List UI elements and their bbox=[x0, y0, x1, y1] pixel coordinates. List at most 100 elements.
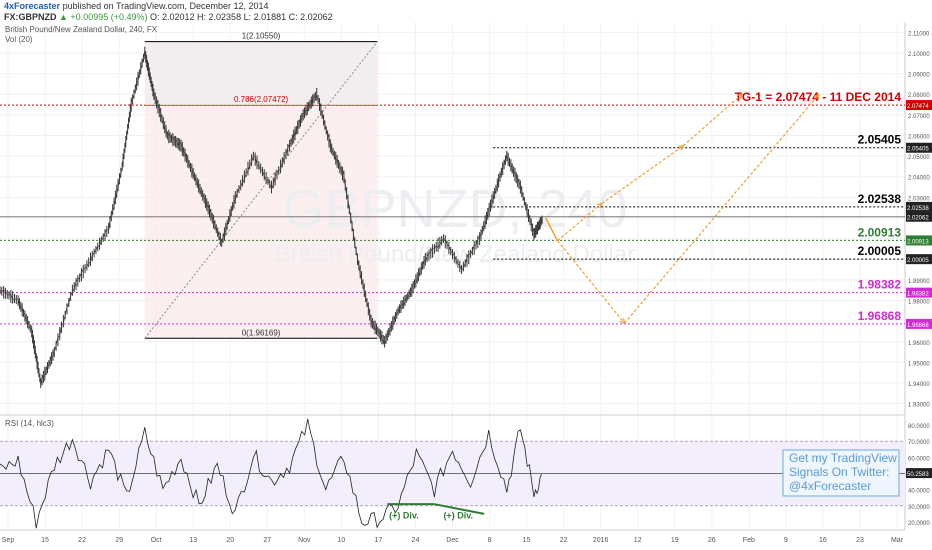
y-tick-label: 1.98000 bbox=[908, 300, 930, 306]
rsi-pane: (+) Div. (+) Div. bbox=[0, 418, 905, 529]
price-change: ▲ +0.00995 (+0.49%) bbox=[59, 12, 148, 22]
watermark-name: British Pound/New Zealand Dollar bbox=[275, 241, 635, 268]
price-chart[interactable]: GBPNZD, 240 British Pound/New Zealand Do… bbox=[0, 22, 932, 550]
fib-upper-zone bbox=[144, 41, 378, 106]
divergence-label-2: (+) Div. bbox=[443, 511, 473, 521]
y-tick-label: 2.11000 bbox=[908, 31, 930, 37]
divergence-label-1: (+) Div. bbox=[389, 511, 419, 521]
level-price-tag: 2.02538 bbox=[907, 206, 929, 212]
projection-up-long-head bbox=[814, 93, 820, 100]
x-tick-label: 9 bbox=[784, 537, 788, 544]
projection-up-long bbox=[623, 93, 820, 324]
x-tick-label: Nov bbox=[298, 537, 311, 544]
author-name[interactable]: 4xForecaster bbox=[4, 1, 61, 11]
target-price-tag-bg bbox=[906, 100, 932, 111]
rsi-tag-bg bbox=[906, 468, 932, 479]
symbol-label: FX:GBPNZD bbox=[4, 12, 57, 22]
level-label: 2.00005 bbox=[858, 244, 902, 258]
level-price-tag: 2.05405 bbox=[907, 147, 929, 153]
y-tick-label: 1.94000 bbox=[908, 382, 930, 388]
x-tick-label: 15 bbox=[41, 537, 49, 544]
fib-trend-line bbox=[144, 41, 378, 339]
projection-up-1-head bbox=[596, 202, 603, 209]
rsi-line bbox=[0, 418, 542, 529]
x-tick-label: Mar bbox=[891, 537, 904, 544]
x-tick-label: 17 bbox=[375, 537, 383, 544]
x-tick-label: 8 bbox=[488, 537, 492, 544]
promo-box-bg bbox=[782, 449, 900, 497]
y-tick-label: 2.08000 bbox=[908, 93, 930, 99]
x-tick-label: 2016 bbox=[593, 537, 609, 544]
volume-label: Vol (20) bbox=[5, 35, 33, 44]
projection-up-3-head bbox=[737, 93, 743, 100]
level-label: 1.98382 bbox=[858, 278, 902, 292]
rsi-tick-label: 60.0000 bbox=[908, 456, 930, 462]
level-label: 2.00913 bbox=[858, 225, 902, 239]
projection-down bbox=[557, 240, 625, 324]
level-price-tag-bg bbox=[906, 201, 932, 212]
level-label: 1.96868 bbox=[858, 309, 902, 323]
price-axis[interactable]: 2.11000 2.10000 2.09000 2.08000 2.07000 2.060… bbox=[906, 31, 932, 527]
projection-lines bbox=[545, 93, 820, 324]
y-tick-label: 1.93000 bbox=[908, 403, 930, 409]
level-price-tag-bg bbox=[906, 142, 932, 153]
y-tick-label: 1.95000 bbox=[908, 361, 930, 367]
level-price-tag-bg bbox=[906, 287, 932, 298]
target-price-tag: 2.07474 bbox=[907, 104, 929, 110]
fib-lines: 1(2.10550) 0(1.96169) 0.786(2.07472) bbox=[144, 32, 378, 339]
rsi-tick-label: 30.0000 bbox=[908, 505, 930, 511]
x-tick-label: Oct bbox=[151, 537, 162, 544]
price-line bbox=[0, 50, 543, 385]
rsi-last-tag: 50.2583 bbox=[907, 472, 929, 478]
x-tick-label: 20 bbox=[226, 537, 234, 544]
projection-up-3 bbox=[682, 93, 743, 147]
y-tick-label: 2.10000 bbox=[908, 52, 930, 58]
y-tick-label: 2.05000 bbox=[908, 155, 930, 161]
level-label: 2.05405 bbox=[858, 133, 902, 147]
fib-level-0786-label: 0.786(2.07472) bbox=[234, 95, 289, 104]
level-price-tag-bg bbox=[906, 211, 932, 222]
level-price-tag-bg bbox=[906, 318, 932, 329]
x-tick-label: 29 bbox=[115, 537, 123, 544]
x-tick-label: 19 bbox=[671, 537, 679, 544]
rsi-label: RSI (14, hlc3) bbox=[5, 419, 54, 428]
promo-line: Get my TradingView bbox=[789, 451, 897, 465]
level-label: 2.02538 bbox=[858, 192, 902, 206]
symbol-info: FX:GBPNZD ▲ +0.00995 (+0.49%) O: 2.02012… bbox=[4, 12, 333, 22]
x-tick-label: 27 bbox=[263, 537, 271, 544]
level-price-tag: 1.96868 bbox=[907, 323, 929, 329]
projection-up-2 bbox=[601, 145, 684, 205]
time-axis[interactable]: Sep 15 22 29 Oct 13 20 27 Nov 10 17 24 Dec 8 15 22 2016 1… bbox=[2, 537, 904, 544]
level-price-tag: 2.00913 bbox=[907, 239, 929, 245]
published-text: published on TradingView.com, December 1… bbox=[62, 1, 269, 11]
publish-info: 4xForecaster published on TradingView.co… bbox=[4, 1, 269, 11]
chart-title: British Pound/New Zealand Dollar, 240, F… bbox=[5, 25, 158, 34]
x-tick-label: Feb bbox=[743, 537, 755, 544]
level-price-tag-bg bbox=[906, 235, 932, 246]
x-tick-label: 22 bbox=[78, 537, 86, 544]
fib-level-0-label: 0(1.96169) bbox=[242, 328, 281, 337]
x-tick-label: Sep bbox=[2, 537, 15, 544]
projection-up-2-head bbox=[678, 145, 684, 151]
ohlc-values: O: 2.02012 H: 2.02358 L: 2.01881 C: 2.02… bbox=[150, 12, 333, 22]
y-tick-label: 2.09000 bbox=[908, 73, 930, 79]
y-tick-label: 2.07000 bbox=[908, 114, 930, 120]
level-price-tag: 2.02062 bbox=[907, 216, 929, 222]
x-tick-label: 26 bbox=[708, 537, 716, 544]
x-tick-label: 24 bbox=[412, 537, 420, 544]
x-tick-label: 12 bbox=[634, 537, 642, 544]
x-tick-label: 10 bbox=[337, 537, 345, 544]
x-tick-label: 13 bbox=[189, 537, 197, 544]
y-tick-label: 2.06000 bbox=[908, 134, 930, 140]
rsi-tick-label: 20.0000 bbox=[908, 521, 930, 527]
x-tick-label: 22 bbox=[560, 537, 568, 544]
projection-solid bbox=[545, 217, 559, 242]
x-tick-label: 15 bbox=[523, 537, 531, 544]
level-price-tag-bg bbox=[906, 254, 932, 265]
level-price-tag: 2.00005 bbox=[907, 258, 929, 264]
price-series bbox=[0, 46, 543, 389]
rsi-tick-label: 70.0000 bbox=[908, 440, 930, 446]
chart-header: 4xForecaster published on TradingView.co… bbox=[0, 0, 932, 22]
level-price-tag: 1.98382 bbox=[907, 292, 929, 298]
